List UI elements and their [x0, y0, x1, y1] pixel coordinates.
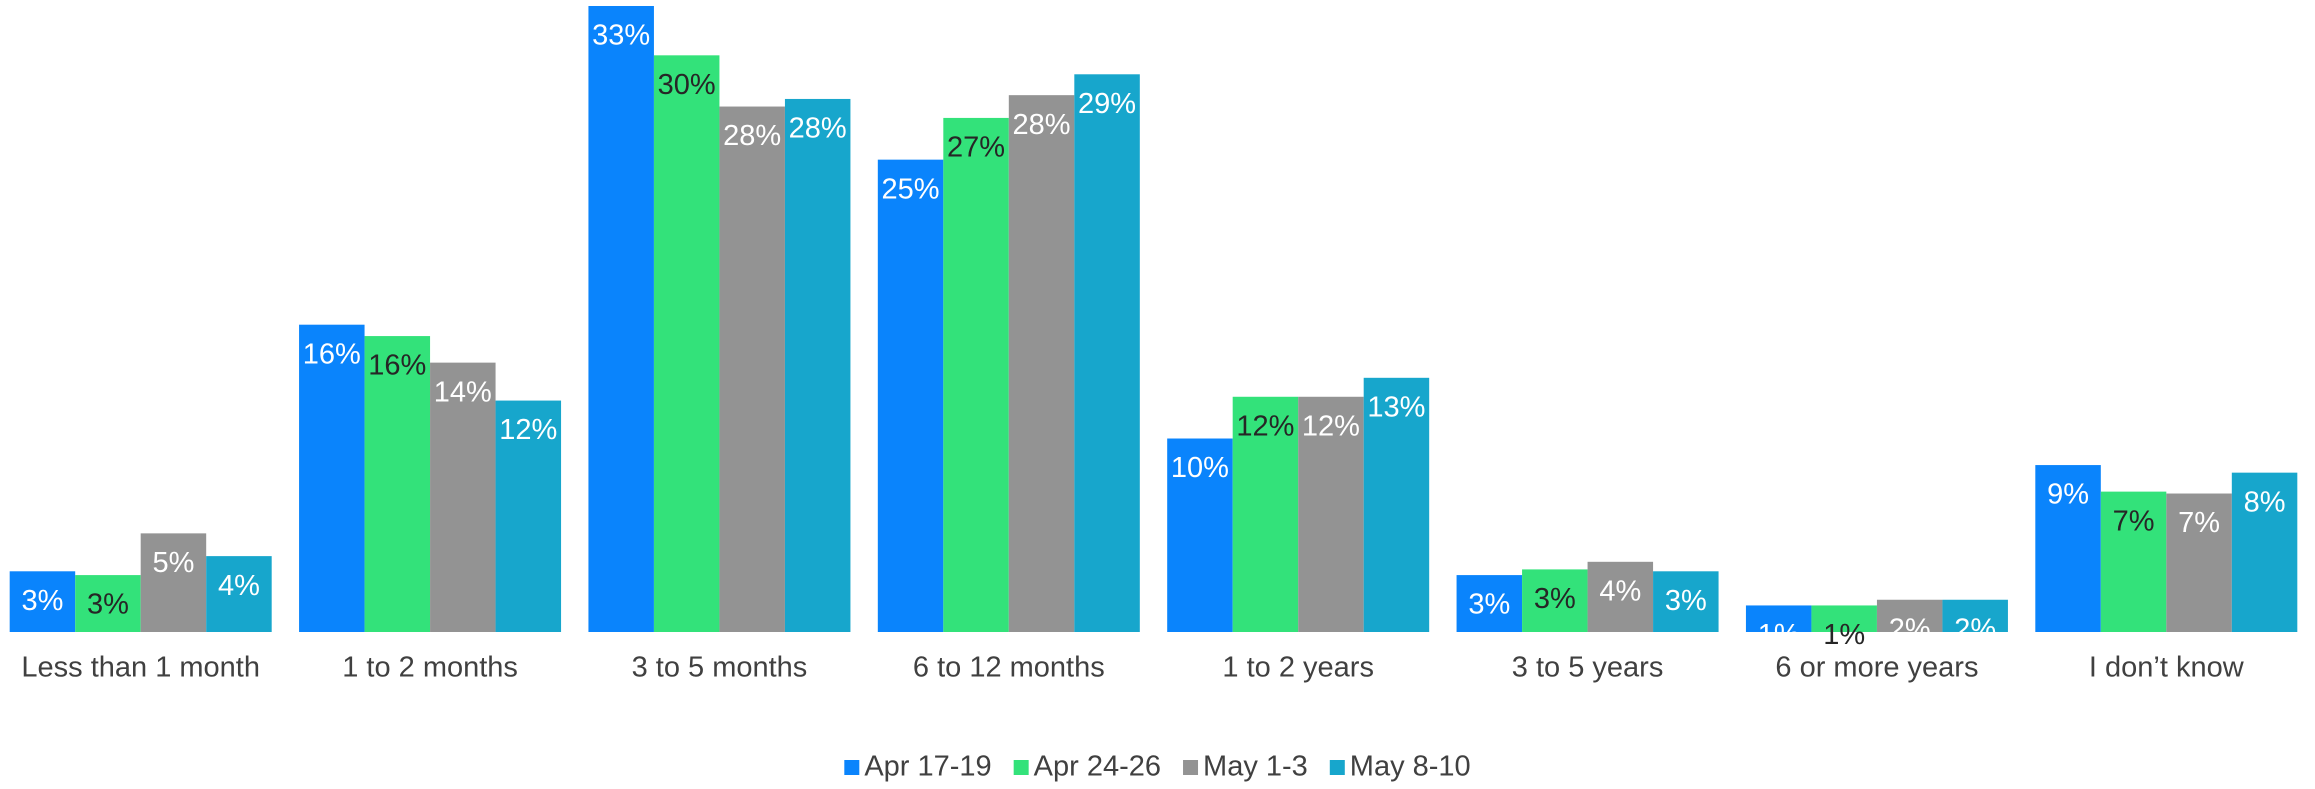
- bar: [495, 400, 562, 632]
- bar: [1745, 605, 1812, 632]
- legend-swatch: [1329, 760, 1345, 775]
- data-label: 25%: [882, 173, 940, 205]
- data-label: 4%: [218, 570, 260, 602]
- bar: [588, 6, 654, 632]
- bar: [1942, 599, 2008, 632]
- data-label: 13%: [1367, 391, 1425, 423]
- data-label: 16%: [368, 350, 426, 382]
- x-tick-label: I don’t know: [2089, 652, 2245, 684]
- bar: [1456, 575, 1523, 632]
- bar: [1876, 599, 1943, 632]
- bar: [2035, 465, 2101, 632]
- legend-label: Apr 24-26: [1034, 751, 1161, 783]
- bar: [1298, 396, 1364, 632]
- x-tick-label: 3 to 5 years: [1512, 652, 1664, 684]
- x-tick-label: 6 to 12 months: [913, 652, 1105, 684]
- legend-swatch: [1183, 760, 1199, 775]
- bar: [1074, 74, 1140, 633]
- legend-swatch: [844, 760, 860, 775]
- data-label: 28%: [1013, 109, 1071, 141]
- data-label: 27%: [947, 132, 1005, 164]
- legend-label: May 1-3: [1203, 751, 1308, 783]
- data-label: 8%: [2244, 486, 2286, 518]
- data-label: 30%: [658, 69, 716, 101]
- data-label: 12%: [499, 414, 557, 446]
- x-tick-label: Less than 1 month: [21, 652, 260, 684]
- x-tick-label: 3 to 5 months: [632, 652, 808, 684]
- legend-label: May 8-10: [1350, 751, 1471, 783]
- data-label: 7%: [2113, 505, 2155, 537]
- bar: [1008, 95, 1075, 632]
- data-label: 3%: [1534, 583, 1576, 615]
- bar: [1363, 377, 1430, 632]
- legend-label: Apr 17-19: [864, 751, 991, 783]
- legend-swatch: [1013, 760, 1029, 775]
- data-label: 4%: [1599, 575, 1641, 607]
- data-label: 1%: [1823, 619, 1865, 651]
- data-label: 14%: [434, 376, 492, 408]
- bar: [2166, 493, 2232, 632]
- bar: [140, 533, 207, 632]
- data-label: 3%: [1468, 589, 1510, 621]
- x-tick-label: 6 or more years: [1775, 652, 1978, 684]
- bar: [206, 556, 272, 632]
- bar: [2231, 472, 2298, 632]
- bar: [1811, 605, 1877, 632]
- bar: [1522, 569, 1588, 632]
- bar: [75, 575, 141, 632]
- data-label: 9%: [2047, 479, 2089, 511]
- data-label: 28%: [789, 113, 847, 145]
- data-label: 29%: [1078, 88, 1136, 120]
- bar: [1587, 561, 1654, 632]
- data-label: 10%: [1171, 452, 1229, 484]
- data-label: 28%: [723, 120, 781, 152]
- data-label: 7%: [2178, 507, 2220, 539]
- data-label: 12%: [1302, 410, 1360, 442]
- bar: [2100, 491, 2167, 632]
- data-label: 33%: [592, 20, 650, 52]
- data-label: 1%: [1758, 619, 1800, 651]
- bar: [364, 336, 431, 632]
- bar: [430, 362, 496, 632]
- bar: [719, 106, 785, 633]
- x-tick-label: 1 to 2 months: [342, 652, 518, 684]
- bar: [1167, 438, 1233, 632]
- data-label: 3%: [1665, 585, 1707, 617]
- bar: [9, 571, 76, 632]
- bar: [653, 55, 720, 632]
- data-label: 2%: [1954, 613, 1996, 645]
- bar: [299, 324, 365, 632]
- data-label: 3%: [87, 589, 129, 621]
- data-label: 16%: [303, 338, 361, 370]
- x-tick-label: 1 to 2 years: [1222, 652, 1374, 684]
- data-label: 12%: [1236, 410, 1294, 442]
- data-label: 2%: [1889, 613, 1931, 645]
- bar: [1232, 396, 1299, 632]
- bar: [943, 117, 1009, 633]
- bar: [1653, 571, 1719, 632]
- data-label: 5%: [152, 547, 194, 579]
- bar: [877, 159, 944, 632]
- data-label: 3%: [21, 585, 63, 617]
- bar: [784, 98, 851, 632]
